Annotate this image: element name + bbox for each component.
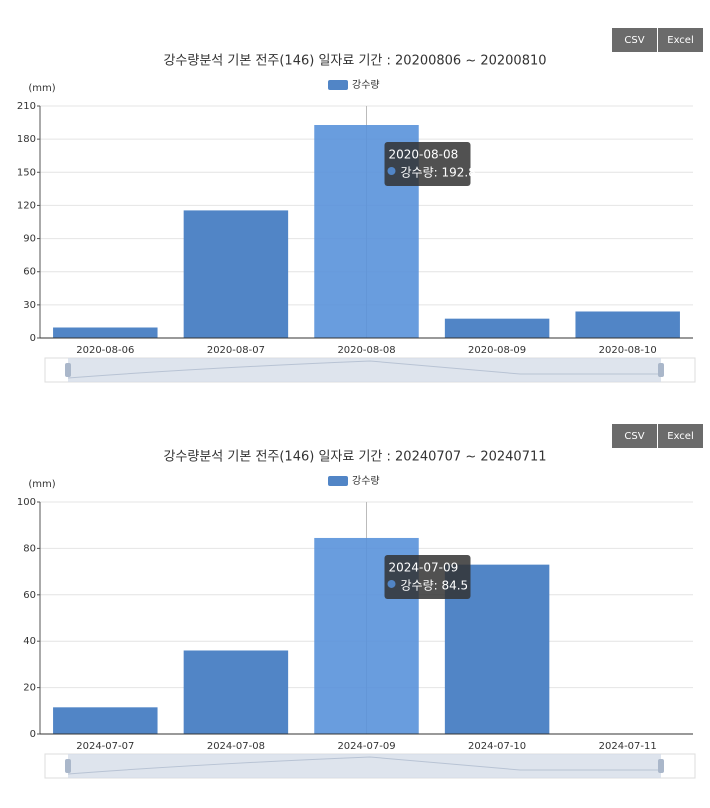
- export-button[interactable]: CSV: [612, 424, 657, 448]
- button-bg: [658, 28, 703, 52]
- bar: [575, 311, 680, 338]
- tooltip-text: 강수량: 192.8: [401, 166, 476, 180]
- button-bg: [612, 28, 657, 52]
- x-tick-label: 2024-07-10: [468, 741, 526, 752]
- x-tick-label: 2020-08-07: [207, 345, 265, 356]
- tooltip-title: 2020-08-08: [389, 148, 459, 162]
- y-tick-label: 120: [17, 200, 36, 211]
- bar: [53, 327, 158, 338]
- legend-swatch: [328, 80, 348, 90]
- bar: [183, 650, 289, 734]
- tooltip-bg: [384, 142, 471, 187]
- button-label: Excel: [667, 35, 694, 46]
- y-tick-label: 100: [17, 497, 36, 508]
- zoom-preview: [67, 756, 661, 775]
- tooltip-text: 강수량: 84.5: [401, 578, 469, 592]
- x-tick-label: 2024-07-09: [337, 741, 395, 752]
- button-label: CSV: [624, 431, 644, 442]
- y-tick-label: 150: [17, 167, 36, 178]
- x-tick-label: 2020-08-06: [76, 345, 134, 356]
- x-tick-label: 2024-07-11: [599, 741, 657, 752]
- export-button[interactable]: Excel: [658, 424, 703, 448]
- y-tick-label: 0: [30, 333, 36, 344]
- x-tick-label: 2020-08-09: [468, 345, 526, 356]
- zoom-handle[interactable]: [65, 759, 71, 773]
- y-tick-label: 180: [17, 134, 36, 145]
- x-tick-label: 2020-08-08: [337, 345, 395, 356]
- tooltip-dot: [387, 167, 396, 176]
- y-tick-label: 40: [23, 636, 36, 647]
- y-tick-label: 80: [23, 543, 36, 554]
- bar: [53, 707, 158, 734]
- x-tick-label: 2024-07-07: [76, 741, 134, 752]
- y-axis-label: (mm): [28, 83, 55, 94]
- y-tick-label: 30: [23, 300, 36, 311]
- button-bg: [612, 424, 657, 448]
- button-label: Excel: [667, 431, 694, 442]
- legend-swatch: [328, 476, 348, 486]
- export-button[interactable]: CSV: [612, 28, 657, 52]
- y-tick-label: 60: [23, 267, 36, 278]
- y-tick-label: 210: [17, 101, 36, 112]
- y-tick-label: 20: [23, 683, 36, 694]
- export-button[interactable]: Excel: [658, 28, 703, 52]
- tooltip-bg: [384, 554, 471, 599]
- zoom-handle[interactable]: [658, 363, 664, 377]
- zoom-handle[interactable]: [65, 363, 71, 377]
- y-axis-label: (mm): [28, 479, 55, 490]
- tooltip-title: 2024-07-09: [389, 560, 459, 574]
- tooltip-dot: [387, 579, 396, 588]
- zoom-handle[interactable]: [658, 759, 664, 773]
- chart-title: 강수량분석 기본 전주(146) 일자료 기간 : 20240707 ~ 202…: [163, 450, 546, 465]
- legend-label: 강수량: [352, 475, 380, 487]
- zoom-window: [68, 358, 661, 382]
- button-label: CSV: [624, 35, 644, 46]
- zoom-window: [68, 754, 661, 778]
- button-bg: [658, 424, 703, 448]
- x-tick-label: 2020-08-10: [599, 345, 657, 356]
- y-tick-label: 90: [23, 234, 36, 245]
- chart-title: 강수량분석 기본 전주(146) 일자료 기간 : 20200806 ~ 202…: [163, 54, 546, 69]
- y-tick-label: 60: [23, 590, 36, 601]
- y-tick-label: 0: [30, 729, 36, 740]
- bar: [183, 210, 289, 338]
- zoom-preview: [67, 360, 661, 379]
- x-tick-label: 2024-07-08: [207, 741, 265, 752]
- bar: [444, 318, 550, 338]
- legend-label: 강수량: [352, 79, 380, 91]
